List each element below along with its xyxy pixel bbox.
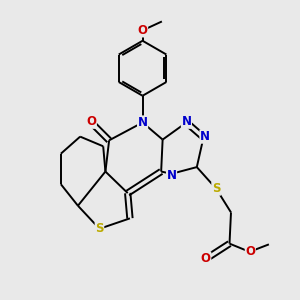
- Text: O: O: [138, 24, 148, 37]
- Text: O: O: [245, 245, 255, 258]
- Text: S: S: [212, 182, 220, 195]
- Text: S: S: [95, 222, 104, 235]
- Text: N: N: [138, 116, 148, 129]
- Text: O: O: [201, 252, 211, 265]
- Text: N: N: [200, 130, 210, 143]
- Text: N: N: [182, 115, 191, 128]
- Text: N: N: [167, 169, 176, 182]
- Text: O: O: [86, 115, 96, 128]
